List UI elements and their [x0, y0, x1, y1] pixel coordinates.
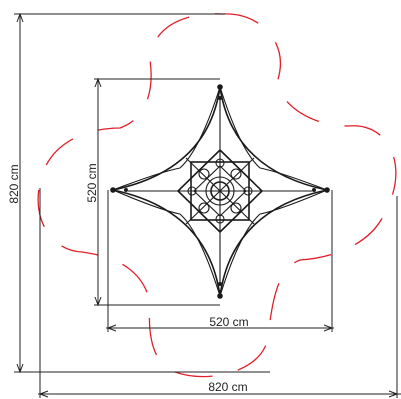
outer-height-label: 820 cm: [7, 164, 21, 203]
safety-zone-outline: [37, 13, 397, 378]
outer-width-label: 820 cm: [208, 380, 247, 394]
inner-width-dimension: 520 cm: [106, 190, 334, 332]
anchor-right: [324, 187, 330, 193]
anchor-left: [110, 187, 116, 193]
anchor-bottom: [217, 293, 223, 299]
inner-height-label: 520 cm: [85, 163, 99, 202]
rope-net-structure: [110, 84, 330, 299]
inner-width-label: 520 cm: [209, 315, 248, 329]
outer-width-dimension: 820 cm: [38, 188, 401, 398]
outer-height-dimension: 820 cm: [7, 12, 270, 374]
inner-height-dimension: 520 cm: [85, 77, 220, 307]
anchor-top: [217, 84, 223, 90]
